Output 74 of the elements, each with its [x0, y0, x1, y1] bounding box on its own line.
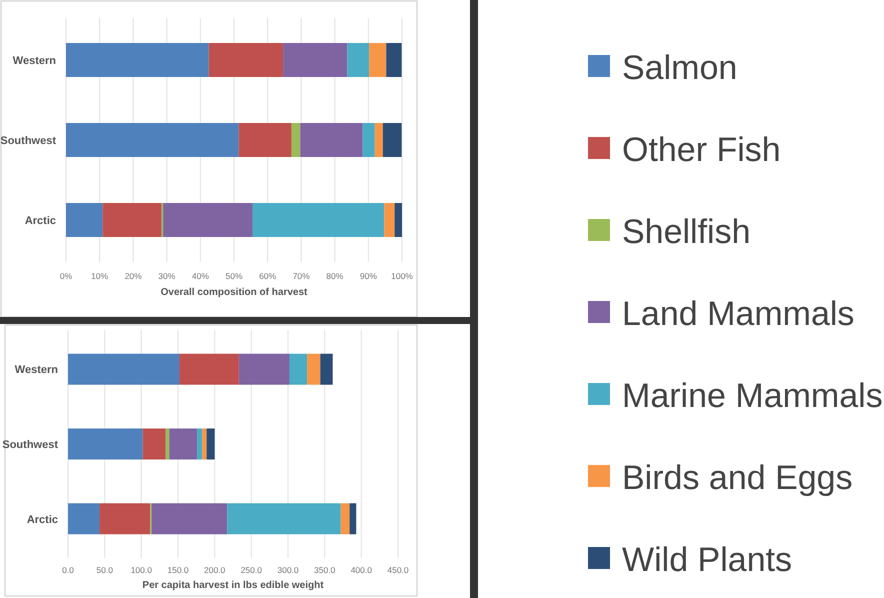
legend-label: Land Mammals [622, 295, 854, 333]
y-tick-label: Southwest [2, 439, 58, 451]
legend-label: Salmon [622, 49, 738, 87]
bar [340, 503, 350, 534]
x-tick-label: 100.0 [130, 565, 152, 575]
x-tick-label: 70% [292, 271, 310, 281]
y-tick-label: Western [12, 55, 56, 67]
legend-label: Shellfish [622, 213, 751, 251]
x-tick-label: 50.0 [96, 565, 114, 575]
bar [369, 43, 386, 77]
bar [169, 428, 198, 460]
x-tick-label: 200.0 [204, 565, 226, 575]
bar [68, 428, 143, 460]
bar [384, 203, 395, 237]
x-axis-title: Overall composition of harvest [160, 287, 308, 298]
x-tick-label: 100% [391, 271, 414, 281]
x-tick-label: 50% [225, 271, 243, 281]
x-tick-label: 60% [259, 271, 277, 281]
bar [283, 43, 348, 77]
bar [307, 354, 320, 385]
bar [291, 123, 300, 157]
bar [202, 428, 207, 460]
x-tick-label: 250.0 [240, 565, 262, 575]
bar [68, 503, 100, 534]
legend-label: Marine Mammals [622, 377, 883, 415]
x-tick-label: 40% [192, 271, 210, 281]
bar [347, 43, 370, 77]
y-tick-label: Western [14, 364, 58, 376]
bar [100, 503, 150, 534]
bar [300, 123, 363, 157]
bar [179, 354, 239, 385]
bar [320, 354, 333, 385]
y-tick-label: Southwest [0, 135, 56, 147]
x-tick-label: 20% [124, 271, 142, 281]
x-tick-label: 30% [158, 271, 176, 281]
x-tick-label: 0.0 [62, 565, 74, 575]
bar [238, 123, 292, 157]
bar [68, 354, 180, 385]
bar [350, 503, 356, 534]
legend-label: Wild Plants [622, 541, 792, 579]
bar [227, 503, 341, 534]
x-tick-label: 0% [60, 271, 73, 281]
bar [163, 203, 252, 237]
bar [102, 203, 162, 237]
x-tick-label: 350.0 [314, 565, 336, 575]
bar [289, 354, 308, 385]
x-tick-label: 150.0 [167, 565, 189, 575]
x-tick-label: 450.0 [387, 565, 409, 575]
x-tick-label: 300.0 [277, 565, 299, 575]
bar [362, 123, 375, 157]
bar [166, 428, 170, 460]
x-tick-label: 10% [91, 271, 109, 281]
bar [66, 43, 209, 77]
bar [206, 428, 215, 460]
bar [142, 428, 166, 460]
x-tick-label: 80% [326, 271, 344, 281]
bar [252, 203, 384, 237]
x-tick-label: 90% [360, 271, 378, 281]
legend-label: Birds and Eggs [622, 459, 853, 497]
x-tick-label: 400.0 [350, 565, 372, 575]
bar [208, 43, 284, 77]
bar [238, 354, 290, 385]
bar [66, 203, 103, 237]
x-axis-title: Per capita harvest in lbs edible weight [142, 580, 324, 591]
bar [382, 123, 402, 157]
y-tick-label: Arctic [26, 514, 58, 526]
bar [66, 123, 239, 157]
bar [197, 428, 202, 460]
bar [374, 123, 383, 157]
bar [386, 43, 402, 77]
bar [394, 203, 402, 237]
bar [152, 503, 228, 534]
y-tick-label: Arctic [24, 215, 56, 227]
legend-label: Other Fish [622, 131, 781, 169]
